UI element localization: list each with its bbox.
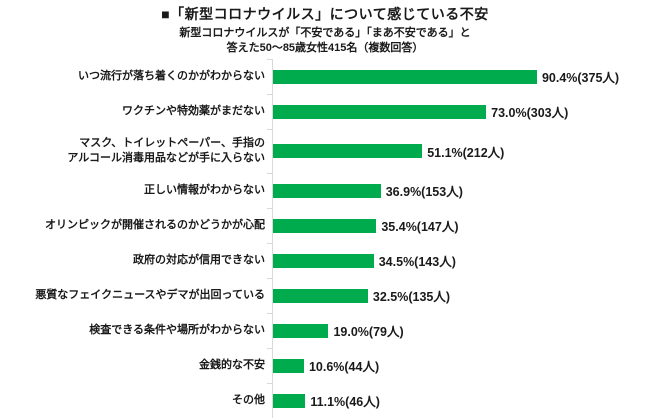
plot-area: 73.0%(303人)	[267, 94, 650, 130]
axis-tick	[267, 59, 273, 61]
value-label: 32.5%(135人)	[372, 290, 451, 305]
plot-area: 10.6%(44人)	[267, 348, 650, 384]
value-label: 35.4%(147人)	[381, 220, 459, 235]
axis-tick	[267, 278, 273, 280]
category-label: 正しい情報がわからない	[144, 184, 265, 197]
value-label: 11.1%(46人)	[310, 395, 380, 410]
axis-tick	[267, 94, 273, 96]
axis-tick	[267, 173, 273, 175]
bar-row: 政府の対応が信用できない 34.5%(143人)	[0, 243, 650, 279]
plot-area: 90.4%(375人)	[267, 59, 650, 95]
bar-row: 検査できる条件や場所がわからない 19.0%(79人)	[0, 313, 650, 349]
bar	[273, 288, 368, 303]
bar-chart: いつ流行が落ち着くのかがわからない 90.4%(375人) ワクチンや特効薬がま…	[0, 59, 650, 418]
category-label: 政府の対応が信用できない	[133, 254, 265, 267]
chart-subtitle-line-1: 新型コロナウイルスが「不安である」「まあ不安である」と	[179, 26, 471, 39]
plot-area: 51.1%(212人)	[267, 129, 650, 174]
axis-tick	[267, 129, 273, 131]
plot-area: 35.4%(147人)	[267, 208, 650, 244]
bar	[273, 69, 537, 84]
value-label: 36.9%(153人)	[385, 185, 463, 200]
bar-row: 正しい情報がわからない 36.9%(153人)	[0, 173, 650, 209]
axis-tick	[267, 208, 273, 210]
bar-row: その他 11.1%(46人)	[0, 383, 650, 418]
value-label: 10.6%(44人)	[308, 360, 380, 375]
chart-subtitle: 新型コロナウイルスが「不安である」「まあ不安である」と 答えた50～85歳女性4…	[0, 26, 650, 57]
value-label: 73.0%(303人)	[491, 106, 569, 121]
bar-row: ワクチンや特効薬がまだない 73.0%(303人)	[0, 94, 650, 130]
chart-header: ■「新型コロナウイルス」について感じている不安 新型コロナウイルスが「不安である…	[0, 0, 650, 56]
category-label: ワクチンや特効薬がまだない	[122, 105, 265, 118]
bar	[273, 393, 306, 408]
value-label: 34.5%(143人)	[378, 255, 456, 270]
axis-tick	[267, 383, 273, 385]
bar	[273, 323, 329, 338]
bar-row: 悪質なフェイクニュースやデマが出回っている 32.5%(135人)	[0, 278, 650, 314]
plot-area: 32.5%(135人)	[267, 278, 650, 314]
category-label: マスク、トイレットペーパー、手指の アルコール消毒用品などが手に入らない	[67, 137, 265, 165]
bar	[273, 253, 374, 268]
value-label: 19.0%(79人)	[333, 325, 404, 340]
category-label: 金銭的な不安	[199, 359, 265, 372]
category-label: オリンピックが開催されるのかどうかが心配	[45, 219, 265, 232]
value-label: 90.4%(375人)	[541, 71, 620, 86]
bar-row: いつ流行が落ち着くのかがわからない 90.4%(375人)	[0, 59, 650, 95]
bar-row: マスク、トイレットペーパー、手指の アルコール消毒用品などが手に入らない 51.…	[0, 129, 650, 174]
axis-tick	[267, 348, 273, 350]
bar	[273, 358, 304, 373]
category-label: いつ流行が落ち着くのかがわからない	[78, 70, 265, 83]
page-title: ■「新型コロナウイルス」について感じている不安	[161, 6, 489, 22]
bar-row: オリンピックが開催されるのかどうかが心配 35.4%(147人)	[0, 208, 650, 244]
axis-tick	[267, 243, 273, 245]
bar	[273, 144, 423, 159]
bar	[273, 218, 377, 233]
plot-area: 11.1%(46人)	[267, 383, 650, 418]
bar-row: 金銭的な不安 10.6%(44人)	[0, 348, 650, 384]
plot-area: 34.5%(143人)	[267, 243, 650, 279]
axis-tick	[267, 313, 273, 315]
category-label: 検査できる条件や場所がわからない	[89, 324, 265, 337]
category-label: 悪質なフェイクニュースやデマが出回っている	[35, 289, 265, 302]
category-label: その他	[232, 394, 265, 407]
plot-area: 19.0%(79人)	[267, 313, 650, 349]
value-label: 51.1%(212人)	[427, 145, 505, 160]
bar	[273, 104, 487, 119]
bar	[273, 183, 381, 198]
chart-subtitle-line-2: 答えた50～85歳女性415名（複数回答）	[226, 41, 424, 54]
plot-area: 36.9%(153人)	[267, 173, 650, 209]
